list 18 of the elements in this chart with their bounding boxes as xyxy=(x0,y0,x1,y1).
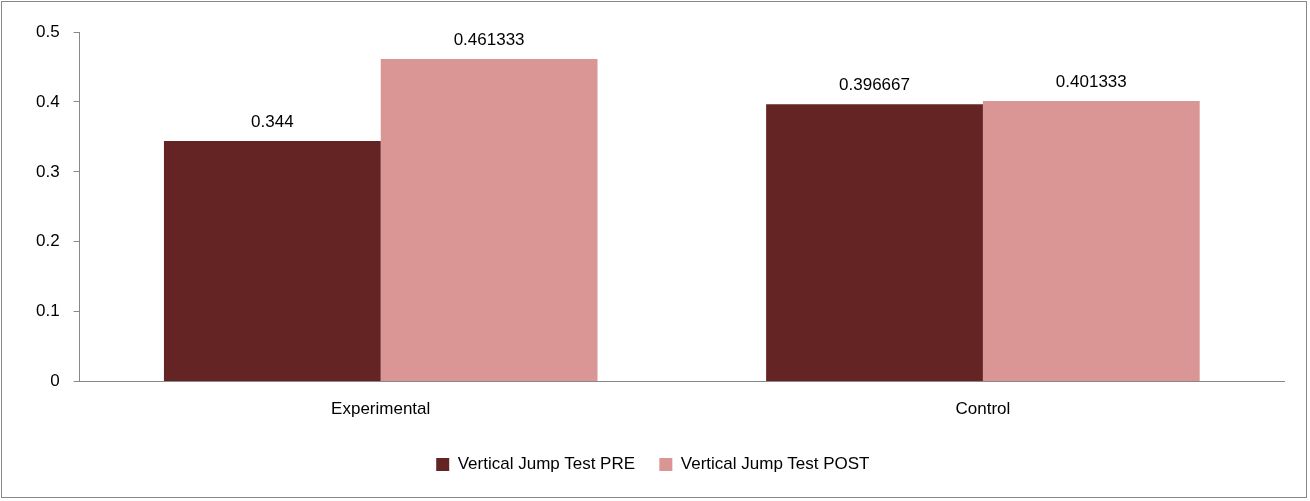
x-tick-label: Experimental xyxy=(331,399,431,419)
y-tick-label: 0.4 xyxy=(35,91,60,111)
data-label: 0.344 xyxy=(251,112,294,132)
data-label: 0.461333 xyxy=(453,30,525,50)
bar xyxy=(766,104,983,382)
y-tick-label: 0.3 xyxy=(35,161,60,181)
data-label: 0.401333 xyxy=(1055,72,1127,92)
y-tick-label: 0 xyxy=(50,371,60,391)
bar xyxy=(982,100,1200,382)
bar xyxy=(380,59,598,382)
x-tick-label: Control xyxy=(955,399,1011,419)
legend-label: Vertical Jump Test PRE xyxy=(457,454,636,474)
y-tick-label: 0.2 xyxy=(35,231,60,251)
y-tick-label: 0.1 xyxy=(35,301,60,321)
data-label: 0.396667 xyxy=(839,75,910,95)
legend-label: Vertical Jump Test POST xyxy=(680,454,870,474)
y-tick-label: 0.5 xyxy=(35,21,60,41)
bar xyxy=(163,141,381,382)
